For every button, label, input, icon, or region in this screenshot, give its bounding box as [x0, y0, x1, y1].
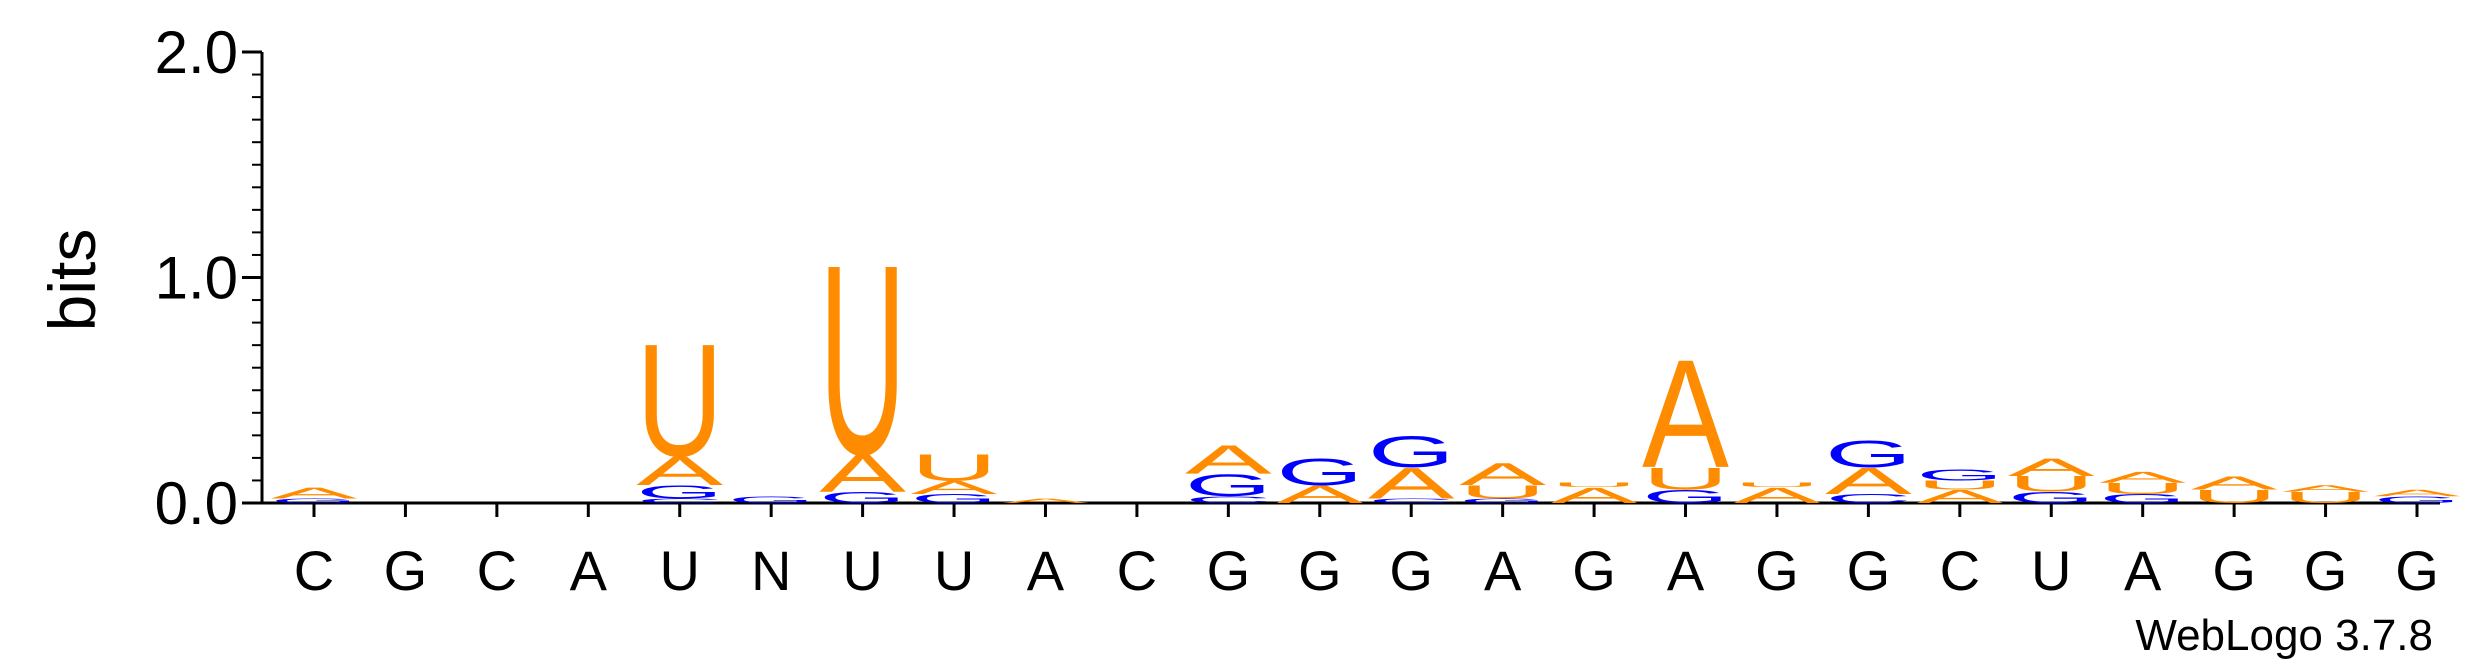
y-axis-label: bits	[35, 229, 109, 332]
logo-letter: A	[1916, 486, 2003, 507]
logo-letter: U	[1551, 482, 1638, 489]
x-tick-label: U	[2031, 539, 2071, 602]
logo-letter: A	[1551, 483, 1639, 508]
logo-letter: G	[911, 492, 998, 506]
x-tick-label: G	[2395, 539, 2439, 602]
logo-letter: A	[1734, 483, 1822, 508]
logo-letter: U	[1734, 482, 1821, 489]
logo-letter: G	[2008, 489, 2095, 507]
x-tick-label: G	[2212, 539, 2256, 602]
x-tick-label: C	[1940, 539, 1980, 602]
logo-letter: G	[636, 482, 723, 503]
y-tick-label: 1.0	[155, 245, 238, 312]
logo-letter: A	[2099, 469, 2186, 487]
logo-letter: G	[1459, 497, 1546, 504]
logo-letter: A	[2008, 453, 2096, 481]
logo-letter: G	[1368, 428, 1455, 477]
x-tick-label: A	[2124, 539, 2162, 602]
logo-letter: G	[1916, 466, 2003, 484]
logo-letter: U	[636, 312, 723, 491]
logo-letter: G	[2099, 492, 2186, 506]
x-tick-label: C	[477, 539, 517, 602]
x-tick-label: G	[1298, 539, 1342, 602]
logo-letter: G	[1825, 433, 1912, 475]
logo-letter: A	[2374, 488, 2462, 499]
x-tick-label: G	[1572, 539, 1616, 602]
logo-letter: C	[1185, 495, 1272, 506]
x-tick-label: G	[1207, 539, 1251, 602]
logo-letter: G	[1642, 486, 1729, 507]
logo-letter: A	[1825, 460, 1913, 502]
logo-letter: A	[2191, 473, 2278, 494]
logo-letter: A	[1002, 497, 1090, 504]
x-tick-label: G	[1389, 539, 1433, 602]
x-tick-label: G	[1847, 539, 1891, 602]
logo-letter: G	[1276, 451, 1363, 493]
logo-letter: U	[2008, 472, 2095, 497]
x-tick-label: U	[934, 539, 974, 602]
logo-letter: U	[819, 209, 906, 511]
x-tick-label: A	[1027, 539, 1065, 602]
logo-letter: G	[271, 497, 358, 504]
x-tick-label: A	[1667, 539, 1705, 602]
y-tick-label: 2.0	[155, 19, 238, 86]
logo-letter: G	[819, 489, 906, 507]
logo-letter: U	[1459, 482, 1546, 503]
footer: WebLogo 3.7.8	[2135, 611, 2433, 660]
logo-letter: U	[911, 447, 998, 489]
logo-letter: A	[1185, 437, 1272, 483]
x-tick-label: C	[1117, 539, 1157, 602]
x-tick-label: N	[751, 539, 791, 602]
logo-letter: A	[911, 477, 998, 498]
y-tick-label: 0.0	[155, 470, 238, 537]
logo-letter: A	[1368, 459, 1456, 508]
x-tick-label: U	[842, 539, 882, 602]
logo-letter: A	[271, 484, 358, 502]
logo-letter: A	[1459, 456, 1547, 491]
logo-letter: U	[2191, 486, 2278, 507]
logo-letter: A	[2282, 483, 2370, 494]
logo-letter: G	[1185, 468, 1272, 503]
logo-letter: U	[2099, 480, 2186, 498]
x-tick-label: A	[1484, 539, 1522, 602]
logo-letter: C	[1368, 497, 1455, 504]
logo-letter: A	[636, 449, 723, 495]
logo-letter: A	[1642, 327, 1729, 500]
logo-letter: C	[636, 497, 723, 504]
logo-letter: A	[819, 443, 907, 503]
x-tick-label: C	[294, 539, 334, 602]
x-tick-label: G	[2304, 539, 2348, 602]
x-tick-label: A	[570, 539, 608, 602]
logo-letter: U	[1916, 478, 2003, 492]
logo-letter: G	[2374, 495, 2461, 506]
x-tick-label: G	[384, 539, 428, 602]
logo-letter: U	[1642, 461, 1729, 496]
logo-letter: A	[1276, 481, 1364, 509]
x-tick-label: U	[660, 539, 700, 602]
logo-letter: G	[728, 495, 815, 506]
logo-letter: C	[1825, 492, 1912, 506]
logo-letter: U	[2282, 489, 2369, 507]
x-tick-label: G	[1755, 539, 1799, 602]
